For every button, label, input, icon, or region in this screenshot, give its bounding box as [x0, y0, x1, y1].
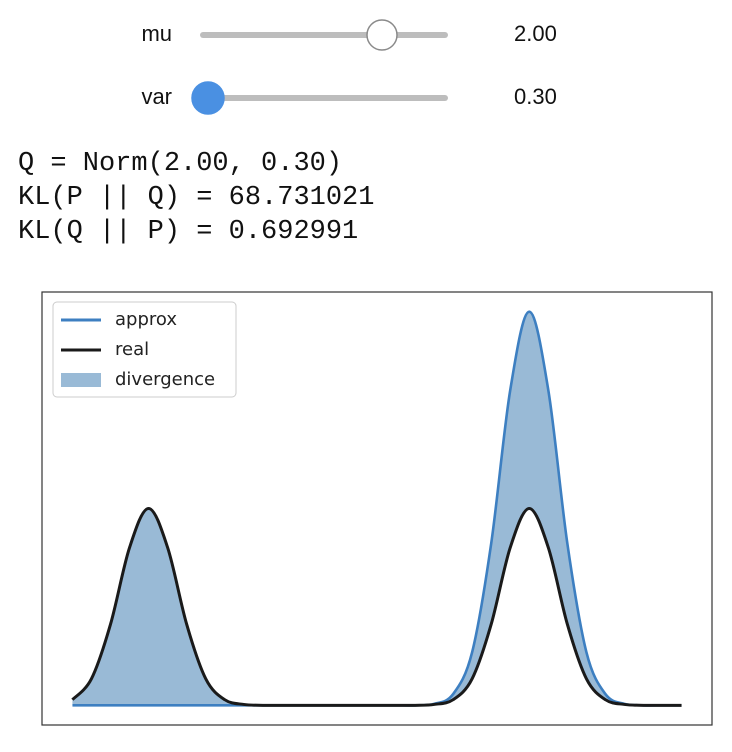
slider-label: var	[141, 84, 172, 109]
slider-value: 0.30	[514, 84, 557, 109]
series-line	[71, 507, 682, 707]
output-line: Q = Norm(2.00, 0.30)	[18, 149, 342, 179]
slider-value: 2.00	[514, 21, 557, 46]
slider-handle[interactable]	[366, 19, 398, 51]
legend-swatch	[61, 373, 101, 387]
divergence-area	[72, 311, 682, 706]
output-line: KL(Q || P) = 0.692991	[18, 217, 358, 247]
slider-label: mu	[141, 21, 172, 46]
slider-handle[interactable]	[191, 81, 225, 115]
slider-track[interactable]	[200, 32, 448, 38]
legend-label: divergence	[115, 369, 215, 390]
legend-label: approx	[115, 309, 177, 330]
slider-track[interactable]	[200, 95, 448, 101]
legend-label: real	[115, 339, 149, 360]
output-line: KL(P || Q) = 68.731021	[18, 183, 374, 213]
legend: approx real divergence	[52, 301, 237, 398]
